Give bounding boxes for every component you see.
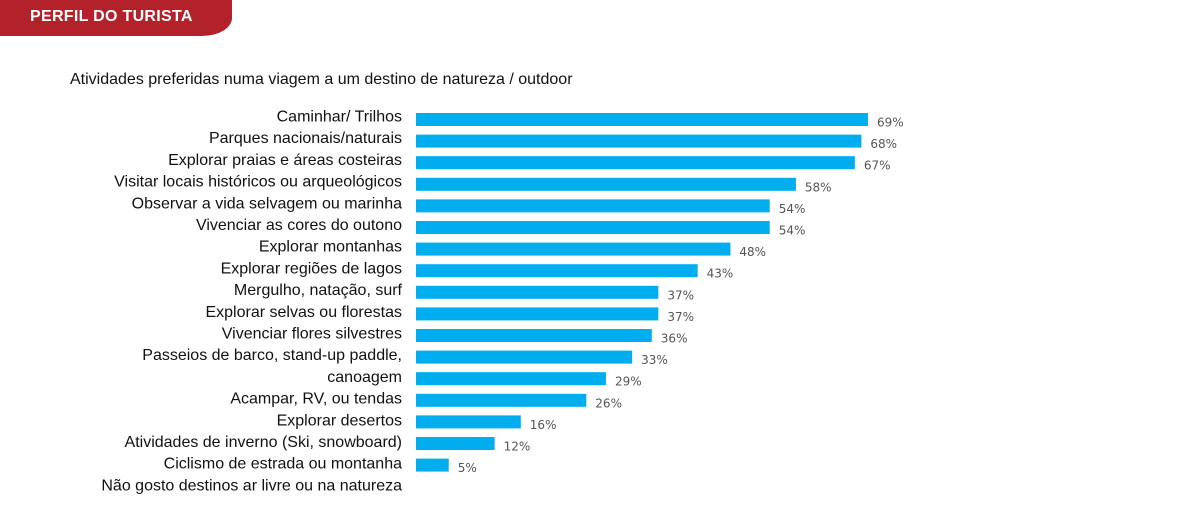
category-label: Acampar, RV, ou tendas [230,391,402,408]
category-label: Mergulho, natação, surf [234,282,403,299]
value-label: 16% [530,418,557,432]
banner-title: PERFIL DO TURISTA [30,8,193,25]
category-label: Parques nacionais/naturais [209,130,402,147]
bar [416,156,855,170]
bar [416,393,587,407]
bar [416,285,659,299]
category-label: Ciclismo de estrada ou montanha [164,456,402,473]
value-label: 37% [667,310,694,324]
category-label: Atividades de inverno (Ski, snowboard) [125,434,402,451]
chart-title: Atividades preferidas numa viagem a um d… [70,71,573,88]
bar [416,437,495,450]
value-label: 68% [870,137,897,151]
value-label: 69% [877,116,904,130]
category-label: Vivenciar as cores do outono [196,217,402,234]
value-label: 29% [615,375,642,389]
category-label: Visitar locais históricos ou arqueológic… [114,174,402,191]
bar [416,134,862,148]
value-label: 48% [739,245,766,259]
bar [416,458,449,472]
bar [416,113,868,126]
bar [416,242,731,256]
section-banner: PERFIL DO TURISTA [0,0,232,36]
bar [416,329,652,342]
category-label: Explorar selvas ou florestas [205,304,402,321]
bar [416,264,698,278]
value-label: 12% [504,440,531,454]
bar [416,199,770,213]
bar [416,307,659,321]
category-label: Caminhar/ Trilhos [277,109,402,126]
value-label: 5% [458,461,477,475]
value-label: 54% [779,202,806,216]
value-label: 67% [864,159,891,173]
category-label: Vivenciar flores silvestres [222,326,402,343]
value-label: 43% [707,267,734,281]
category-label: Explorar regiões de lagos [221,260,402,277]
bar [416,372,606,386]
category-label: Passeios de barco, stand-up paddle, [142,347,402,364]
category-label: canoagem [327,369,402,386]
category-label: Explorar praias e áreas costeiras [168,152,402,169]
value-label: 33% [641,353,668,367]
category-label: Observar a vida selvagem ou marinha [132,195,402,212]
category-label: Explorar montanhas [259,239,402,256]
bar [416,415,521,429]
bar [416,177,796,191]
value-label: 36% [661,332,688,346]
category-label: Não gosto destinos ar livre ou na nature… [101,477,402,494]
value-label: 26% [595,396,622,410]
bar [416,221,770,234]
value-label: 58% [805,180,832,194]
value-label: 54% [779,224,806,238]
category-label: Explorar desertos [277,412,402,429]
bar [416,350,633,364]
value-label: 37% [667,288,694,302]
